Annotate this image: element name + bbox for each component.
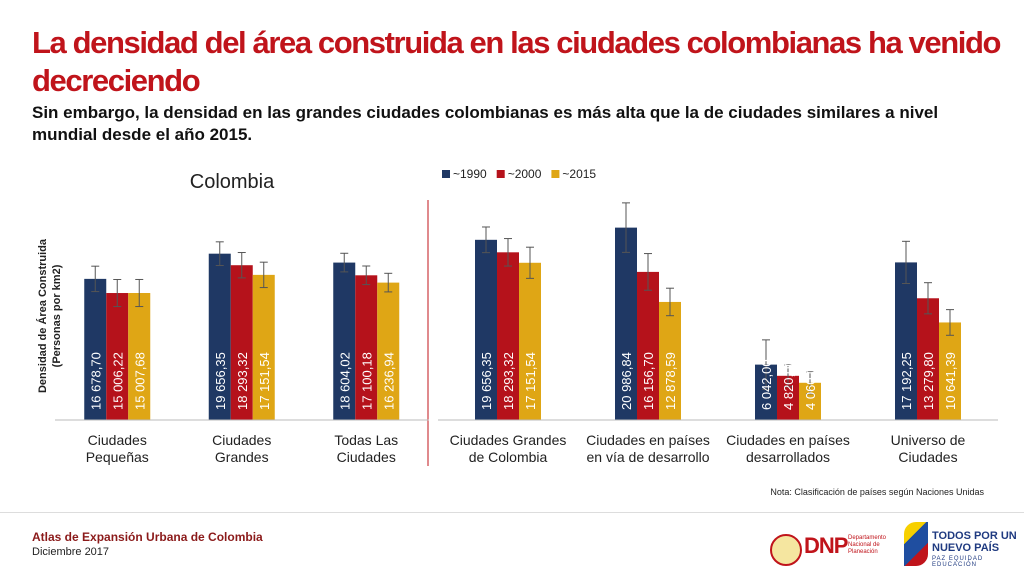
value-label: 18 293,32	[501, 352, 516, 410]
bar	[475, 239, 497, 420]
value-label: 15 006,22	[110, 352, 125, 410]
logo-flag	[904, 522, 928, 566]
bar	[230, 265, 253, 420]
footer	[0, 512, 1024, 577]
value-label: 18 604,02	[337, 352, 352, 410]
bar	[615, 227, 637, 420]
y-axis-label: Densidad de Área Construida	[36, 238, 49, 393]
bar	[128, 293, 151, 420]
value-label: 13 279,80	[921, 352, 936, 410]
bar	[777, 375, 799, 420]
bar	[355, 275, 378, 420]
value-label: 4 060,00	[803, 359, 818, 410]
logo-dnp-text: Departamento Nacional de Planeación	[848, 535, 887, 555]
panel-title: Colombia	[190, 171, 275, 193]
slide-title: La densidad del área construida en las c…	[32, 25, 1001, 98]
logo-gov: TODOS POR UN NUEVO PAÍS	[932, 530, 1017, 554]
value-label: 10 641,39	[943, 352, 958, 410]
footer-title: Atlas de Expansión Urbana de Colombia	[32, 530, 263, 544]
x-tick-label: Ciudades Grandes	[212, 432, 272, 465]
bar	[637, 271, 659, 420]
logo-gov-motto: PAZ EQUIDAD EDUCACIÓN	[932, 556, 984, 568]
value-label: 19 656,35	[213, 352, 228, 410]
x-tick-label: Ciudades Pequeñas	[85, 432, 149, 465]
bar	[377, 282, 400, 420]
value-label: 16 236,94	[381, 352, 396, 410]
bar	[799, 382, 821, 420]
x-tick-label: Ciudades en países en vía de desarrollo	[586, 432, 710, 465]
chart: 16 678,70 15 006,22 15 007,68 19 656,35 18 2…	[36, 167, 998, 466]
bar	[917, 298, 939, 420]
legend-swatch	[551, 170, 560, 178]
bar	[106, 293, 129, 420]
bar	[755, 364, 777, 420]
footer-date: Diciembre 2017	[32, 546, 110, 558]
value-label: 12 878,59	[663, 352, 678, 410]
bar	[333, 262, 356, 420]
value-label: 17 100,18	[359, 352, 374, 410]
bar	[659, 301, 681, 420]
bar	[519, 262, 541, 420]
logo-dnp: DNP	[804, 533, 848, 558]
legend-label: ~2015	[562, 167, 596, 181]
value-label: 6 042,00	[759, 359, 774, 410]
legend-swatch	[442, 170, 450, 178]
value-label: 17 192,25	[899, 352, 914, 410]
slide-subtitle: Sin embargo, la densidad en las grandes …	[32, 103, 939, 144]
y-axis-label: (Personas por km2)	[51, 264, 63, 367]
value-label: 16 156,70	[641, 352, 656, 410]
bar	[252, 274, 275, 420]
x-tick-label: Ciudades en países desarrollados	[726, 432, 850, 465]
bar	[208, 253, 231, 420]
chart-note: Nota: Clasificación de países según Naci…	[770, 487, 984, 497]
value-label: 19 656,35	[479, 352, 494, 410]
x-tick-label: Todas Las Ciudades	[334, 432, 399, 465]
bar	[497, 252, 519, 420]
x-tick-label: Ciudades Grandes de Colombia	[449, 432, 567, 465]
value-label: 20 986,84	[619, 352, 634, 410]
bar	[939, 322, 961, 420]
logo-seal	[770, 534, 802, 566]
bar	[895, 262, 917, 420]
value-label: 15 007,68	[132, 352, 147, 410]
legend-label: ~2000	[508, 167, 542, 181]
value-label: 4 820,00	[781, 359, 796, 410]
value-label: 18 293,32	[235, 352, 250, 410]
x-tick-label: Universo de Ciudades	[890, 432, 966, 465]
legend-swatch	[496, 170, 505, 178]
legend-label: ~1990	[453, 167, 487, 181]
value-label: 17 151,54	[523, 352, 538, 410]
value-label: 16 678,70	[88, 352, 103, 410]
bar	[84, 278, 107, 420]
value-label: 17 151,54	[257, 352, 272, 410]
